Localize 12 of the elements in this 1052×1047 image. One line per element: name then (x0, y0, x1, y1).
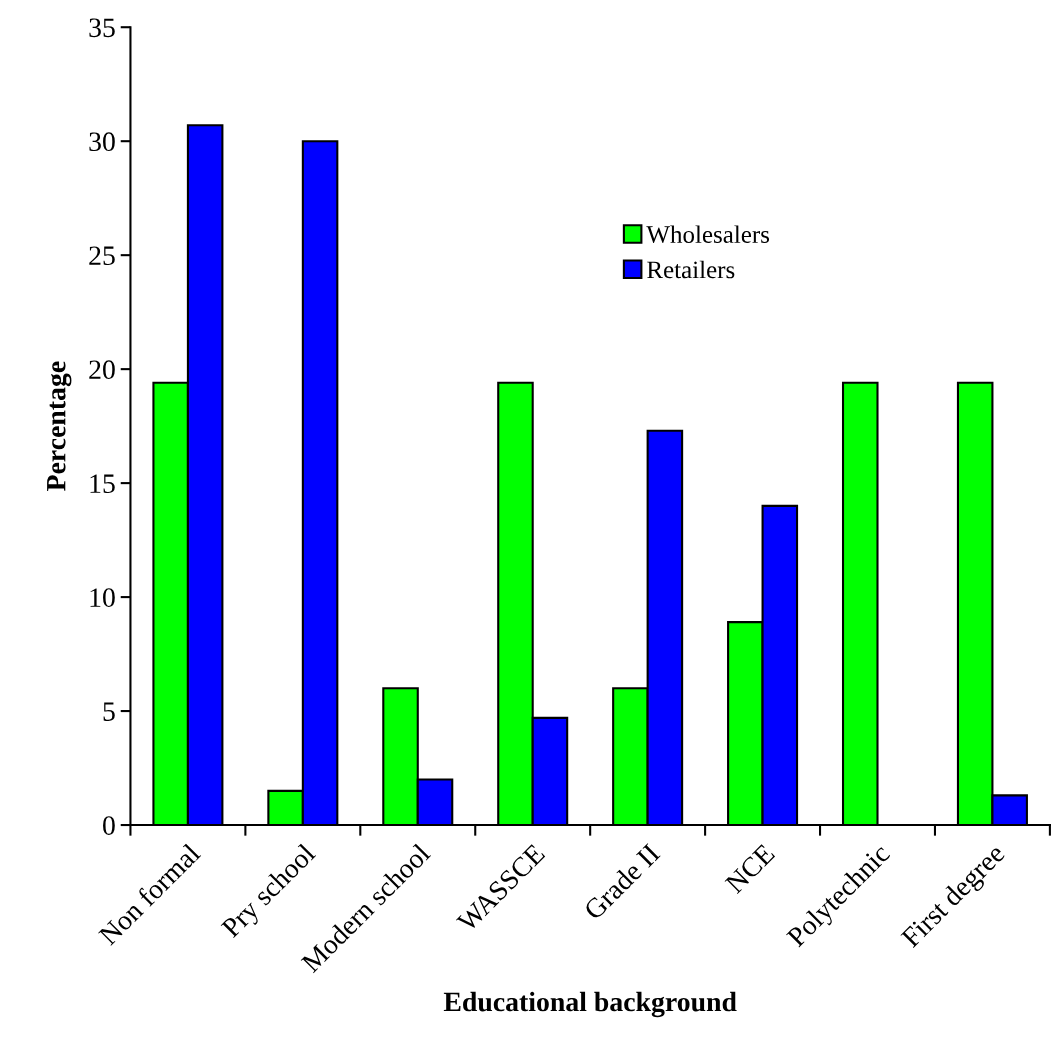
y-tick-label: 0 (103, 816, 115, 835)
y-tick-label: 35 (89, 18, 115, 38)
y-tick-label: 25 (89, 246, 115, 266)
y-tick-label: 10 (90, 588, 115, 607)
x-axis-title: Educational background (443, 991, 737, 1018)
y-tick-label: 30 (89, 132, 115, 152)
y-tick-label: 5 (103, 702, 115, 721)
y-tick-label: 20 (89, 360, 115, 380)
y-tick-label: 15 (90, 474, 115, 494)
legend-label: Wholesalers (646, 225, 770, 244)
y-axis-title: Percentage (47, 361, 72, 491)
legend-label: Retailers (647, 260, 735, 279)
